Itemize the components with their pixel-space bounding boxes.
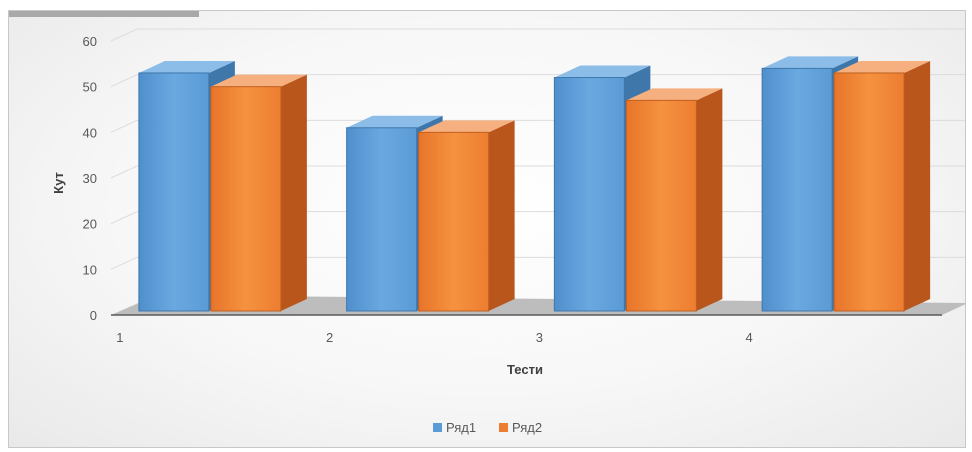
bar-side	[280, 74, 307, 311]
x-tick-label: 4	[746, 330, 753, 345]
bars-layer	[138, 56, 931, 312]
bar-top	[210, 74, 307, 87]
y-tick-label: 60	[83, 34, 97, 49]
gridline	[110, 74, 965, 88]
y-tick-label: 0	[90, 308, 97, 323]
bar-top	[418, 120, 515, 133]
legend-swatch-series-2	[499, 423, 508, 432]
bar-side	[696, 88, 723, 311]
bar-2-4	[833, 60, 931, 312]
bar-front	[346, 127, 418, 312]
chart-floor	[111, 295, 965, 315]
y-tick-label: 50	[83, 80, 97, 95]
bar-top	[762, 56, 859, 69]
x-tick-label: 2	[326, 330, 333, 345]
x-tick-label: 1	[116, 330, 123, 345]
x-tick-label: 3	[536, 330, 543, 345]
chart-area: 0 10 20 30 40 50 60 1 2 3 4 Тести Кут Ряд1 Ряд2	[8, 10, 966, 448]
bar-top	[346, 115, 443, 128]
bar-front	[625, 99, 697, 312]
y-tick-label: 40	[83, 125, 97, 140]
bar-top	[834, 60, 931, 73]
bar-2-2	[418, 120, 515, 312]
legend-label-series-2: Ряд2	[512, 420, 542, 435]
legend: Ряд1 Ряд2	[433, 420, 542, 435]
floor-layer	[111, 295, 965, 315]
window-top-strip	[9, 11, 199, 17]
axis-layer: 0 10 20 30 40 50 60 1 2 3 4	[83, 34, 942, 345]
bar-side	[488, 120, 515, 311]
bar-front	[553, 77, 625, 312]
y-tick-label: 20	[83, 217, 97, 232]
bar-top	[138, 60, 235, 73]
bar-side	[904, 60, 931, 311]
y-axis-title: Кут	[51, 172, 66, 194]
y-tick-label: 10	[83, 262, 97, 277]
legend-label-series-1: Ряд1	[446, 420, 476, 435]
bar-front	[418, 131, 490, 312]
bar-2-1	[210, 74, 307, 312]
chart-svg: 0 10 20 30 40 50 60 1 2 3 4 Тести Кут Ряд1 Ряд2	[51, 28, 965, 435]
bar-front	[833, 72, 905, 312]
legend-swatch-series-1	[433, 423, 442, 432]
y-tick-label: 30	[83, 171, 97, 186]
gridline	[110, 28, 965, 42]
bar-top	[554, 65, 651, 78]
bar-2-3	[625, 88, 723, 312]
bar-front	[138, 72, 210, 312]
bar-front	[210, 86, 282, 312]
bar-front	[761, 67, 833, 312]
bar-top	[626, 88, 723, 101]
x-axis-title: Тести	[507, 362, 543, 377]
